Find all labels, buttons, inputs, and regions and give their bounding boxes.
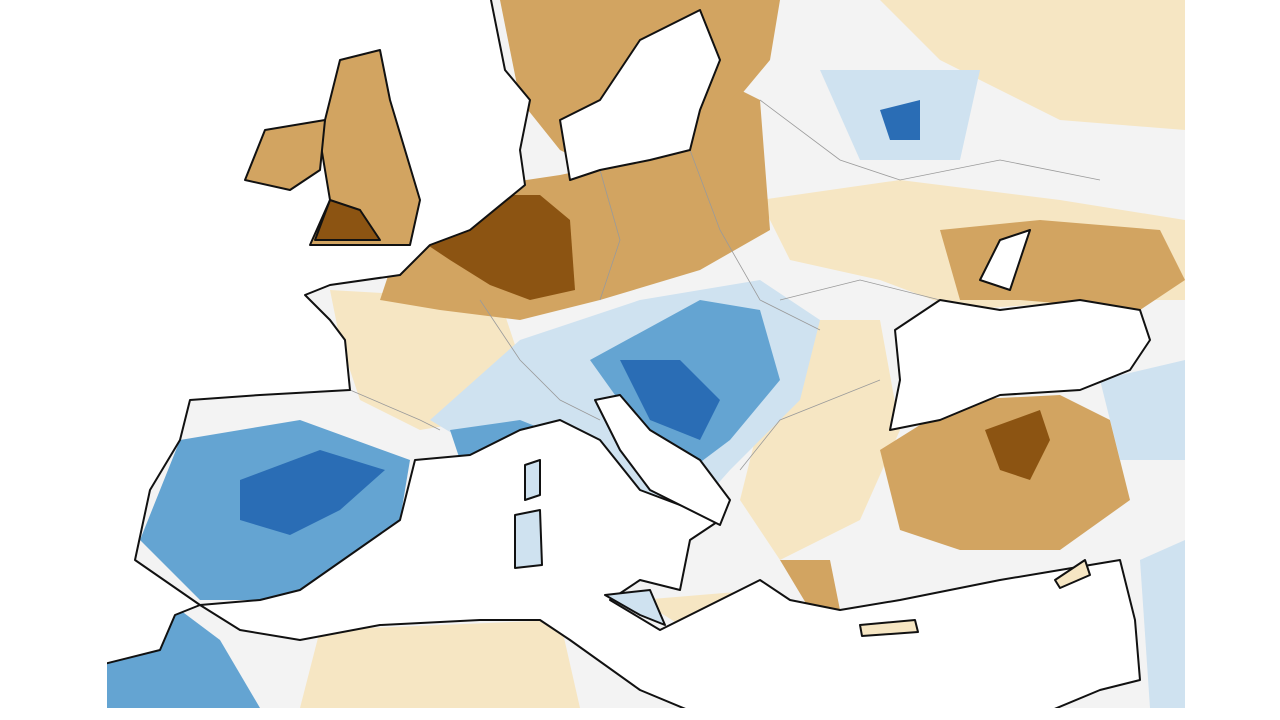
country-border — [479, 299, 601, 421]
dry-region — [780, 560, 840, 610]
ireland — [244, 119, 326, 191]
very-dry-region — [985, 410, 1050, 480]
light-wet-region — [1140, 540, 1185, 708]
very-wet-region — [880, 100, 920, 140]
atlantic-sea — [107, 0, 531, 665]
cyprus — [1054, 559, 1091, 589]
wales-region — [314, 199, 381, 241]
black-sea — [889, 299, 1151, 431]
corsica — [524, 459, 541, 501]
dry-region — [940, 220, 1185, 310]
very-wet-region — [620, 360, 720, 440]
baltic-sea — [559, 9, 721, 181]
country-border — [689, 149, 821, 331]
dry-region — [880, 395, 1130, 550]
country-border — [779, 279, 941, 301]
mediterranean-sea — [199, 419, 1141, 708]
sardinia — [514, 509, 543, 569]
country-border — [759, 99, 1101, 181]
azov-sea — [979, 229, 1031, 291]
sicily — [604, 589, 666, 626]
country-border — [739, 379, 881, 471]
map-area — [107, 0, 1185, 708]
crete — [859, 619, 919, 637]
light-dry-region — [300, 620, 580, 708]
very-wet-region — [240, 450, 385, 535]
adriatic-sea — [594, 394, 731, 526]
country-border — [349, 389, 441, 431]
great-britain — [309, 49, 421, 246]
light-dry-region — [880, 0, 1185, 130]
country-border — [599, 169, 621, 301]
light-wet-region — [1100, 360, 1185, 460]
